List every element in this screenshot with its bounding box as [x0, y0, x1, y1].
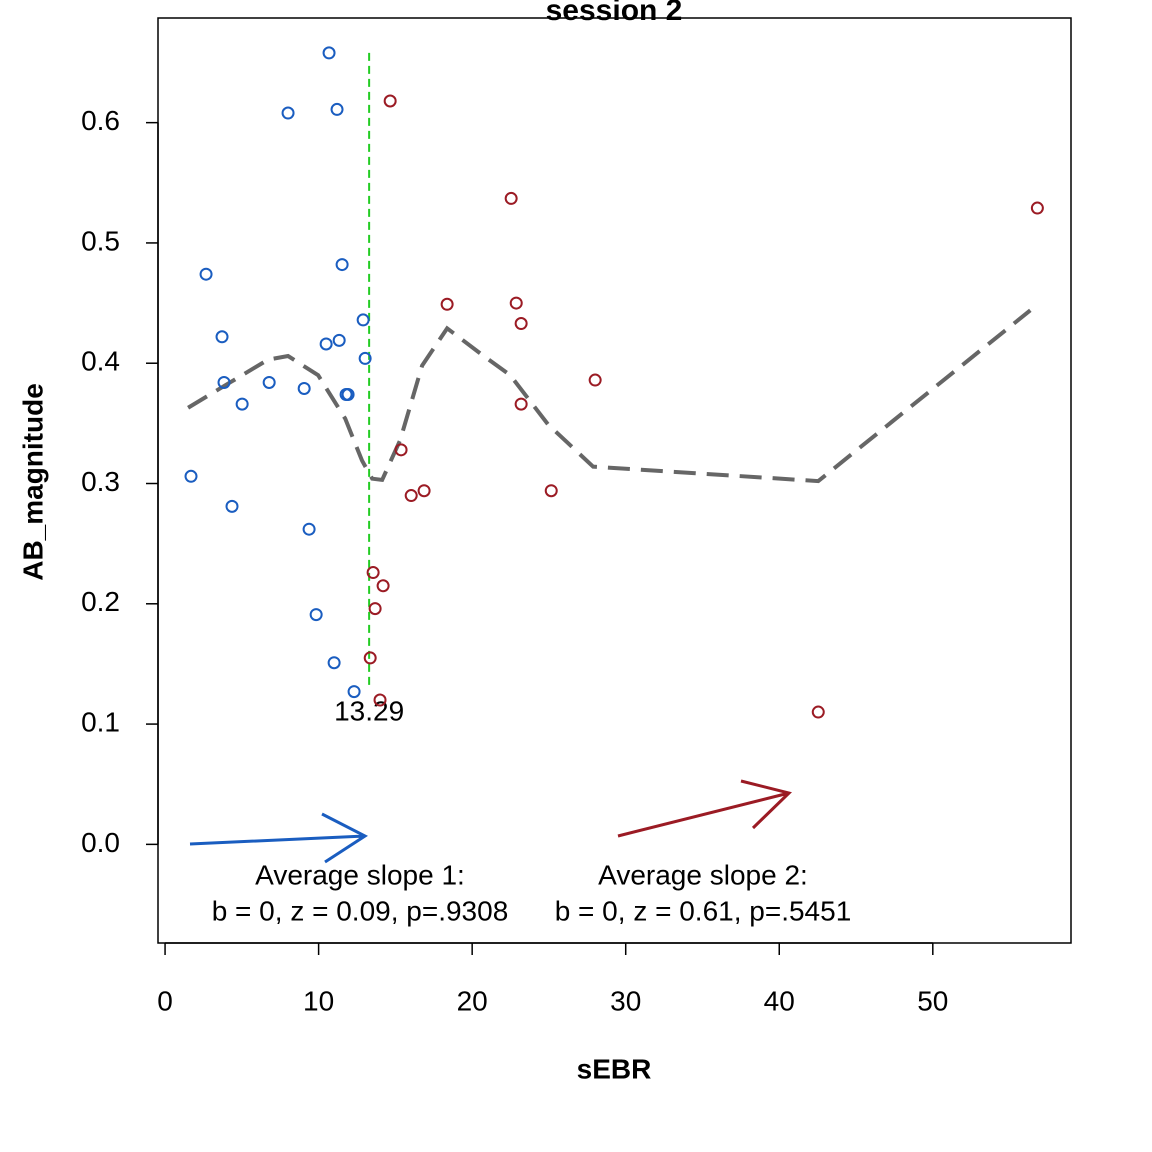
y-tick-label: 0.3: [81, 466, 120, 497]
point: [225, 499, 239, 513]
y-tick-label: 0.4: [81, 346, 120, 377]
x-tick-label: 50: [917, 985, 948, 1016]
chart-title: session 2: [546, 0, 683, 27]
point: [394, 443, 408, 457]
smooth-line: [187, 308, 1032, 484]
point: [327, 656, 341, 670]
y-tick-label: 0.5: [81, 225, 120, 256]
annotation: b = 0, z = 0.61, p=.5451: [555, 895, 852, 926]
y-tick-label: 0.6: [81, 105, 120, 136]
point: [509, 296, 523, 310]
y-tick-label: 0.1: [81, 706, 120, 737]
x-tick-label: 20: [457, 985, 488, 1016]
point: [588, 373, 602, 387]
plot-box: [157, 17, 1072, 944]
annotation: b = 0, z = 0.09, p=.9308: [212, 895, 509, 926]
point: [363, 651, 377, 665]
point: [347, 685, 361, 699]
point: [297, 381, 311, 395]
point: [322, 46, 336, 60]
y-tick-label: 0.2: [81, 586, 120, 617]
point: [440, 297, 454, 311]
x-tick-label: 10: [303, 985, 334, 1016]
y-tick-label: 0.0: [81, 827, 120, 858]
point: [358, 351, 372, 365]
point: [417, 484, 431, 498]
point: [376, 579, 390, 593]
point: [199, 267, 213, 281]
point: [356, 313, 370, 327]
slope-arrow-1: [189, 812, 368, 864]
point: [404, 489, 418, 503]
slope-arrows: [189, 779, 792, 864]
point: [302, 522, 316, 536]
point: [544, 484, 558, 498]
x-tick-label: 40: [764, 985, 795, 1016]
x-axis-title: sEBR: [577, 1053, 652, 1084]
point: [514, 397, 528, 411]
point: [811, 705, 825, 719]
annotation: Average slope 2:: [598, 859, 808, 890]
point: [373, 693, 387, 707]
point: [514, 317, 528, 331]
point: [217, 375, 231, 389]
annotation: Average slope 1:: [255, 859, 465, 890]
slope-arrow-2: [617, 779, 792, 838]
point: [330, 102, 344, 116]
point: [319, 337, 333, 351]
x-tick-label: 0: [157, 985, 173, 1016]
y-axis-title: AB_magnitude: [17, 383, 48, 581]
point: [215, 330, 229, 344]
point: [1030, 201, 1044, 215]
point: [335, 258, 349, 272]
point: [366, 566, 380, 580]
point: [504, 191, 518, 205]
point: [309, 608, 323, 622]
point: [332, 333, 346, 347]
x-tick-label: 30: [610, 985, 641, 1016]
point: [262, 375, 276, 389]
point: [184, 469, 198, 483]
point: [235, 397, 249, 411]
point: [341, 387, 355, 401]
threshold-label: 13.29: [334, 695, 404, 726]
point: [368, 602, 382, 616]
point: [383, 94, 397, 108]
point: [281, 106, 295, 120]
